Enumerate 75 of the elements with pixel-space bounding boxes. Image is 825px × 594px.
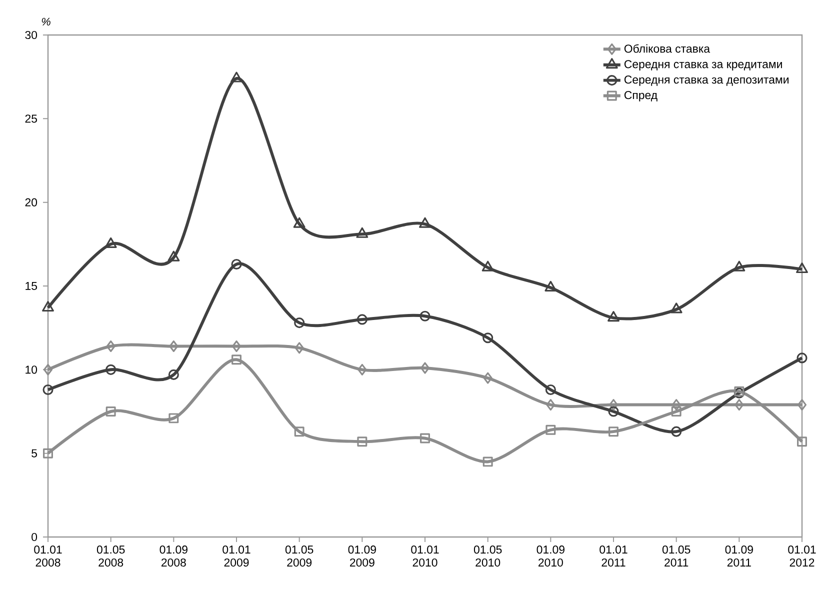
point [294, 426, 304, 437]
legend-label: Середня ставка за кредитами [624, 60, 782, 70]
x-tick-label: 01.01 2010 [411, 546, 439, 567]
point [734, 399, 744, 411]
point [42, 384, 54, 396]
point [608, 399, 618, 411]
point [545, 384, 556, 396]
point [104, 237, 117, 248]
point [797, 436, 807, 447]
x-tick-label: 01.05 2008 [96, 546, 125, 567]
x-tick-label: 01.01 2008 [34, 546, 62, 567]
point [608, 426, 618, 437]
y-tick-label: 20 [25, 198, 38, 206]
point [106, 340, 116, 352]
y-tick-label: 30 [25, 30, 38, 40]
point [796, 262, 808, 274]
point [482, 260, 494, 272]
legend-label: Середня ставка за депозитами [624, 76, 788, 86]
point [232, 354, 242, 365]
point [168, 250, 180, 262]
point [671, 406, 682, 416]
point [356, 314, 368, 325]
y-tick-label: 5 [32, 449, 37, 458]
x-tick-label: 01.05 2009 [285, 546, 314, 567]
point [608, 406, 619, 417]
point [482, 456, 493, 467]
point [544, 280, 557, 292]
point [420, 362, 430, 374]
point [232, 340, 242, 352]
point [671, 426, 682, 437]
point [670, 302, 682, 314]
point [733, 260, 746, 272]
point [608, 311, 620, 322]
point [42, 300, 54, 312]
point [43, 364, 53, 376]
legend-label: Спред [624, 91, 658, 102]
point [294, 318, 305, 328]
x-tick-label: 01.09 2010 [536, 546, 564, 567]
point [483, 372, 492, 384]
x-tick-label: 01.01 2012 [788, 546, 816, 567]
point [797, 399, 807, 411]
legend-label: Облікова ставка [624, 44, 710, 53]
point [169, 340, 178, 352]
x-tick-label: 01.01 2009 [222, 546, 250, 567]
point [356, 227, 368, 238]
point [43, 448, 53, 458]
y-tick-label: 10 [26, 366, 38, 374]
x-tick-label: 01.09 2009 [348, 546, 376, 567]
y-tick-label: 25 [25, 114, 37, 123]
y-tick-label: 0 [32, 532, 38, 542]
x-tick-label: 01.01 2011 [600, 546, 628, 567]
x-tick-label: 01.05 2011 [662, 546, 690, 567]
point [106, 406, 116, 416]
point [168, 413, 179, 424]
point [358, 364, 367, 376]
x-tick-label: 01.05 2010 [474, 546, 502, 567]
point [231, 258, 242, 270]
point [482, 332, 494, 344]
point [230, 72, 242, 82]
point [294, 342, 304, 354]
point [420, 310, 430, 322]
x-tick-label: 01.09 2008 [160, 546, 188, 567]
point [293, 217, 306, 228]
point [419, 217, 431, 228]
point [420, 433, 430, 444]
point [672, 399, 681, 411]
y-axis-title: % [42, 18, 50, 26]
point [546, 424, 556, 435]
point [546, 399, 556, 411]
point [796, 352, 808, 364]
y-tick-label: 15 [26, 282, 37, 290]
x-tick-label: 01.09 2011 [725, 546, 753, 567]
point [168, 369, 179, 380]
point [106, 364, 116, 375]
point [357, 436, 368, 447]
